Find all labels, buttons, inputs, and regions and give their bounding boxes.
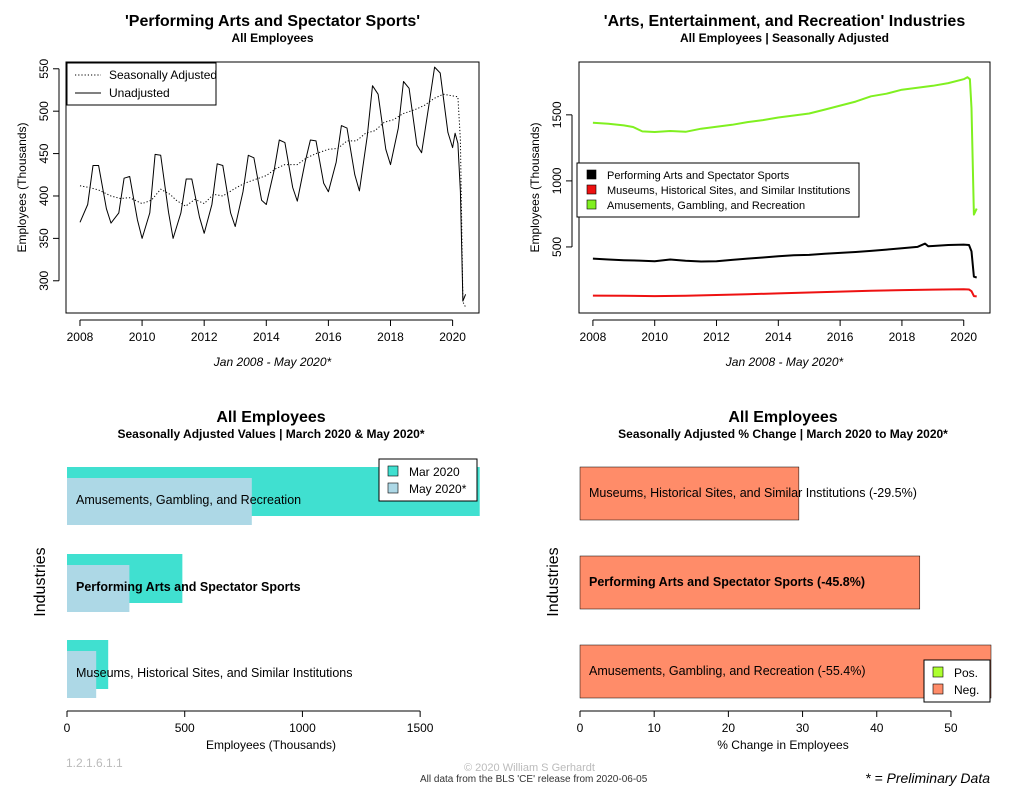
panel-3-x-tick-label: 1000	[289, 721, 316, 735]
panel-1-plot-box	[65, 61, 480, 314]
panel-1-y-tick-label: 550	[37, 58, 51, 78]
panel-3-bar-may	[67, 565, 130, 612]
panel-2-legend-label: Amusements, Gambling, and Recreation	[607, 200, 805, 212]
panel-3-y-axis-label: Industries	[32, 547, 49, 616]
panel-2-x-tick-label: 2018	[889, 330, 916, 344]
panel-2-legend-swatch	[586, 169, 597, 180]
panel-1-x-tick-label: 2008	[67, 330, 94, 344]
panel-4-legend-label: Pos.	[954, 666, 978, 680]
panel-4-y-axis-label: Industries	[545, 547, 562, 616]
panel-4-x-tick-label: 20	[722, 721, 736, 735]
version-label: 1.2.1.6.1.1	[66, 756, 123, 770]
panel-1-y-tick-label: 350	[37, 228, 51, 248]
panel-1-y-axis-label: Employees (Thousands)	[15, 122, 29, 252]
panel-4-subtitle: Seasonally Adjusted % Change | March 202…	[618, 427, 948, 441]
panel-1-y-tick-label: 400	[37, 186, 51, 206]
panel-4-x-tick-label: 50	[944, 721, 958, 735]
panel-2-title: 'Arts, Entertainment, and Recreation' In…	[604, 13, 966, 30]
panel-1-y-tick-label: 300	[37, 270, 51, 290]
panel-2-series-1-line	[592, 242, 977, 279]
panel-2-x-tick-label: 2020	[950, 330, 977, 344]
panel-3-x-tick-label: 500	[175, 721, 195, 735]
panel-4-legend	[923, 659, 991, 703]
preliminary-note: * = Preliminary Data	[865, 770, 990, 786]
panel-4-legend-swatch	[932, 666, 944, 678]
panel-3-category-label: Museums, Historical Sites, and Similar I…	[76, 666, 352, 680]
panel-3-title: All Employees	[216, 409, 325, 426]
panel-1-subtitle: All Employees	[231, 31, 313, 45]
panel-2-x-axis-label: Jan 2008 - May 2020*	[725, 355, 844, 369]
panel-4-bar	[579, 555, 921, 610]
copyright-label: © 2020 William S Gerhardt	[464, 762, 595, 774]
panel-1-legend-label: Seasonally Adjusted	[109, 68, 217, 82]
panel-2-y-axis-label: Employees (Thousands)	[528, 122, 542, 252]
panel-1-legend	[66, 62, 217, 106]
panel-1-series-1-line	[79, 93, 467, 308]
panel-2-series-3-line	[592, 76, 978, 216]
panel-2-y-tick-label: 1500	[550, 101, 564, 128]
panel-1-y-tick-label: 450	[37, 143, 51, 163]
panel-2-series-2-line	[592, 288, 977, 298]
panel-2-x-tick-label: 2012	[703, 330, 730, 344]
panel-4-category-label: Museums, Historical Sites, and Similar I…	[589, 486, 917, 500]
panel-4-category-label: Amusements, Gambling, and Recreation (-5…	[589, 664, 866, 678]
panel-4-x-tick-label: 40	[870, 721, 884, 735]
panel-2-legend-swatch	[586, 199, 597, 210]
panel-4-x-tick-label: 0	[577, 721, 584, 735]
panel-2-x-tick-label: 2014	[765, 330, 792, 344]
panel-1-legend-label: Unadjusted	[109, 86, 170, 100]
panel-4-bar	[579, 466, 800, 521]
panel-1-x-tick-label: 2018	[377, 330, 404, 344]
panel-3-x-tick-label: 1500	[407, 721, 434, 735]
panel-3-bar-may	[67, 651, 97, 698]
panel-2-y-tick-label: 1000	[550, 167, 564, 194]
panel-4-x-tick-label: 10	[648, 721, 662, 735]
panel-4-legend-label: Neg.	[954, 683, 979, 697]
panel-4-bar	[579, 644, 992, 699]
panel-1-x-tick-label: 2016	[315, 330, 342, 344]
panel-4-legend-swatch	[932, 683, 944, 695]
panel-2-legend-label: Performing Arts and Spectator Sports	[607, 170, 790, 182]
panel-4-x-axis-label: % Change in Employees	[717, 738, 848, 752]
panel-2-x-tick-label: 2008	[580, 330, 607, 344]
panel-3-category-label: Performing Arts and Spectator Sports	[76, 580, 301, 594]
panel-3-bar-may	[67, 478, 252, 525]
panel-1-y-tick-label: 500	[37, 101, 51, 121]
panel-2-legend-label: Museums, Historical Sites, and Similar I…	[607, 185, 851, 197]
source-label: All data from the BLS 'CE' release from …	[420, 774, 648, 785]
panel-1-x-tick-label: 2020	[439, 330, 466, 344]
panel-2-y-tick-label: 500	[550, 237, 564, 257]
panel-2-legend	[576, 162, 860, 218]
panel-2-x-tick-label: 2010	[641, 330, 668, 344]
panel-1-x-tick-label: 2010	[129, 330, 156, 344]
panel-1-x-tick-label: 2014	[253, 330, 280, 344]
panel-2-subtitle: All Employees | Seasonally Adjusted	[680, 31, 889, 45]
panel-2-legend-swatch	[586, 184, 597, 195]
panel-1-series-2-line	[79, 66, 467, 302]
panel-2-x-tick-label: 2016	[827, 330, 854, 344]
panel-3-subtitle: Seasonally Adjusted Values | March 2020 …	[117, 427, 424, 441]
panel-1-title: 'Performing Arts and Spectator Sports'	[125, 13, 420, 30]
panel-3-x-axis-label: Employees (Thousands)	[206, 738, 336, 752]
panel-3-legend-label: Mar 2020	[409, 465, 460, 479]
panel-3-legend-label: May 2020*	[409, 482, 467, 496]
panel-3-legend-swatch	[387, 465, 399, 477]
panel-3-category-label: Amusements, Gambling, and Recreation	[76, 493, 301, 507]
panel-3-legend-swatch	[387, 482, 399, 494]
panel-3-x-tick-label: 0	[64, 721, 71, 735]
panel-1-x-tick-label: 2012	[191, 330, 218, 344]
panel-4-category-label: Performing Arts and Spectator Sports (-4…	[589, 575, 865, 589]
panel-1-x-axis-label: Jan 2008 - May 2020*	[213, 355, 332, 369]
panel-4-title: All Employees	[728, 409, 837, 426]
panel-4-x-tick-label: 30	[796, 721, 810, 735]
